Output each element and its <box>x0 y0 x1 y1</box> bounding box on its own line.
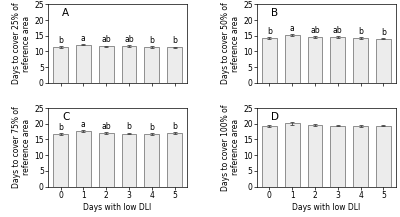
Bar <box>122 133 136 187</box>
Bar <box>167 47 182 83</box>
Text: B: B <box>271 8 278 18</box>
Text: b: b <box>149 36 154 45</box>
Text: D: D <box>271 112 279 122</box>
Text: ab: ab <box>124 35 134 44</box>
Text: a: a <box>290 24 294 33</box>
Text: A: A <box>62 8 69 18</box>
Text: b: b <box>381 28 386 36</box>
Bar <box>376 126 391 187</box>
Bar <box>262 126 277 187</box>
Bar <box>330 37 345 83</box>
Bar <box>285 35 300 83</box>
Bar <box>376 39 391 83</box>
Bar <box>99 133 114 187</box>
Text: b: b <box>172 36 177 45</box>
Bar <box>99 46 114 83</box>
Bar <box>76 131 91 187</box>
Text: b: b <box>126 122 132 132</box>
Text: ab: ab <box>101 35 111 44</box>
Text: b: b <box>358 27 363 36</box>
Bar <box>144 134 159 187</box>
Bar <box>308 125 322 187</box>
Text: b: b <box>149 123 154 132</box>
Text: C: C <box>62 112 69 122</box>
Text: ab: ab <box>101 122 111 131</box>
Text: a: a <box>81 33 86 43</box>
Bar <box>167 133 182 187</box>
Bar <box>353 126 368 187</box>
Text: ab: ab <box>333 26 343 35</box>
Text: a: a <box>81 120 86 129</box>
Bar <box>144 47 159 83</box>
Bar <box>285 123 300 187</box>
X-axis label: Days with low DLI: Days with low DLI <box>84 202 152 212</box>
Text: b: b <box>267 27 272 36</box>
Text: ab: ab <box>310 26 320 35</box>
Y-axis label: Days to cover 100% of
reference area: Days to cover 100% of reference area <box>221 104 240 191</box>
Y-axis label: Days to cover 75% of
reference area: Days to cover 75% of reference area <box>12 107 32 188</box>
Text: b: b <box>172 122 177 131</box>
Bar <box>308 37 322 83</box>
Text: b: b <box>58 123 63 132</box>
Bar <box>122 46 136 83</box>
X-axis label: Days with low DLI: Days with low DLI <box>292 202 360 212</box>
Bar <box>262 38 277 83</box>
Bar <box>76 44 91 83</box>
Bar <box>53 47 68 83</box>
Bar <box>353 38 368 83</box>
Bar <box>53 134 68 187</box>
Bar <box>330 126 345 187</box>
Y-axis label: Days to cover 50% of
reference area: Days to cover 50% of reference area <box>221 3 240 84</box>
Text: b: b <box>58 36 63 45</box>
Y-axis label: Days to cover 25% of
reference area: Days to cover 25% of reference area <box>12 3 32 84</box>
